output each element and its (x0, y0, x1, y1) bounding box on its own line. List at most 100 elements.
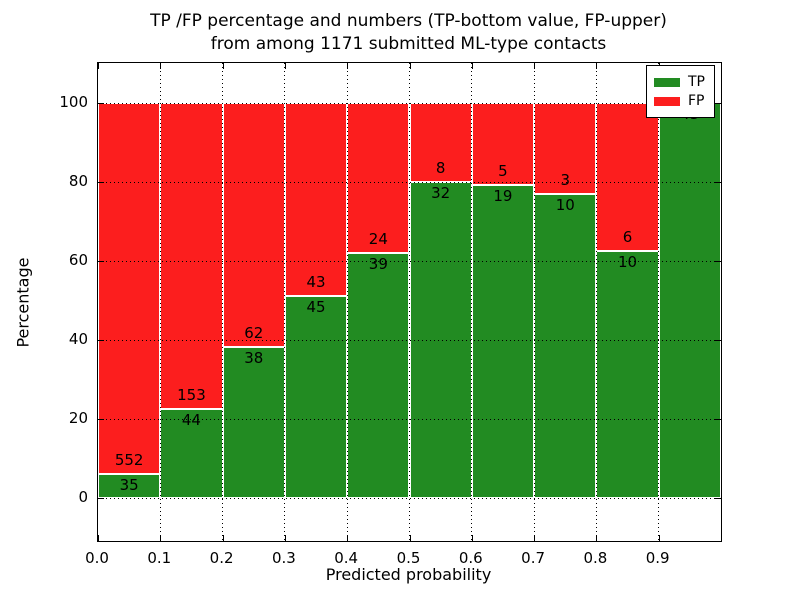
fp-bar-segment (471, 102, 535, 185)
y-tick-mark (98, 418, 104, 420)
x-tick-mark (471, 63, 473, 69)
tp-count-label: 10 (555, 195, 575, 214)
y-tick-mark (98, 102, 104, 104)
x-tick-mark (98, 63, 99, 69)
x-tick-mark (222, 535, 224, 541)
fp-count-label: 5 (498, 161, 508, 180)
x-tick-mark (160, 535, 162, 541)
fp-count-label: 62 (244, 324, 264, 343)
x-tick-mark (347, 63, 349, 69)
fp-bar-segment (284, 102, 348, 296)
v-gridline (471, 63, 473, 541)
y-tick-mark (715, 497, 721, 499)
fp-bar-segment (98, 102, 161, 474)
fp-bar-segment (222, 102, 285, 348)
x-tick-label: 0.5 (396, 549, 421, 567)
v-gridline (346, 63, 348, 541)
v-gridline (284, 63, 286, 541)
fp-count-label: 43 (306, 272, 326, 291)
fp-count-label: 24 (368, 229, 388, 248)
x-tick-mark (596, 63, 598, 69)
fp-count-label: 153 (177, 386, 206, 405)
x-tick-mark (160, 63, 162, 69)
x-tick-mark (534, 535, 536, 541)
x-tick-label: 0.1 (147, 549, 172, 567)
tp-bar-segment (347, 252, 410, 498)
x-tick-mark (471, 535, 473, 541)
chart-title-line1: TP /FP percentage and numbers (TP-bottom… (150, 11, 667, 31)
legend-label-fp: FP (688, 93, 705, 109)
x-tick-mark (409, 535, 411, 541)
x-tick-label: 0.8 (583, 549, 608, 567)
fp-bar-segment (534, 102, 597, 194)
tp-bar-segment (471, 184, 535, 498)
tp-color-swatch (654, 77, 680, 87)
fp-count-label: 552 (114, 450, 144, 469)
x-tick-label: 0.4 (334, 549, 359, 567)
tp-count-label: 35 (119, 475, 139, 494)
y-tick-mark (98, 181, 104, 183)
tp-count-label: 45 (306, 297, 326, 316)
fp-color-swatch (654, 96, 680, 106)
tp-count-label: 39 (368, 254, 388, 273)
x-tick-mark (284, 535, 286, 541)
fp-bar-segment (596, 102, 659, 251)
tp-bar-segment (658, 102, 721, 498)
legend: TP FP (646, 65, 715, 118)
legend-label-tp: TP (688, 74, 705, 90)
y-tick-mark (98, 260, 104, 262)
tp-bar-segment (160, 409, 223, 498)
y-tick-mark (98, 497, 104, 499)
x-tick-label: 0.3 (271, 549, 296, 567)
v-gridline (658, 63, 660, 541)
tp-count-label: 44 (181, 411, 201, 430)
tp-count-label: 32 (431, 183, 451, 202)
x-axis-label: Predicted probability (325, 565, 492, 584)
tp-count-label: 19 (493, 186, 513, 205)
tp-bar-segment (222, 347, 285, 498)
x-tick-mark (658, 535, 660, 541)
x-tick-mark (284, 63, 286, 69)
x-tick-mark (222, 63, 224, 69)
legend-item-fp: FP (654, 93, 705, 109)
v-gridline (533, 63, 535, 541)
fp-bar-segment (347, 102, 410, 253)
fp-count-label: 3 (560, 170, 571, 189)
fp-bar-segment (160, 102, 223, 410)
legend-item-tp: TP (654, 74, 705, 90)
tp-count-label: 38 (244, 349, 264, 368)
tp-bar-segment (284, 295, 348, 498)
y-tick-label: 100 (59, 92, 88, 111)
x-tick-mark (596, 535, 598, 541)
y-tick-mark (715, 102, 721, 104)
y-tick-label: 20 (68, 408, 88, 427)
plot-area: TP FP 552 35 153 44 62 38 43 45 24 39 8 32 5 19 3 10 6 10… (97, 62, 722, 542)
y-tick-mark (715, 418, 721, 420)
tp-bar-segment (98, 473, 161, 498)
fp-bar-segment (409, 102, 472, 182)
x-tick-label: 0.0 (85, 549, 109, 567)
v-gridline (159, 63, 161, 541)
x-tick-label: 0.2 (209, 549, 234, 567)
x-tick-mark (409, 63, 411, 69)
tp-bar-segment (534, 193, 597, 498)
v-gridline (409, 63, 410, 541)
y-tick-mark (98, 339, 104, 341)
tp-count-label: 10 (617, 252, 638, 271)
x-tick-label: 0.7 (521, 549, 546, 567)
v-gridline (595, 63, 597, 541)
y-tick-mark (715, 260, 721, 262)
x-tick-mark (98, 535, 99, 541)
chart-title-line2: from among 1171 submitted ML-type contac… (210, 34, 607, 54)
x-tick-label: 0.6 (458, 549, 483, 567)
y-tick-label: 80 (68, 171, 88, 190)
fp-count-label: 6 (622, 227, 633, 246)
x-tick-label: 0.9 (645, 549, 670, 567)
chart-title: TP /FP percentage and numbers (TP-bottom… (97, 10, 720, 56)
x-tick-mark (534, 63, 536, 69)
y-tick-label: 60 (68, 250, 88, 269)
y-tick-mark (715, 181, 721, 183)
y-axis-label: Percentage (13, 257, 33, 348)
v-gridline (222, 63, 224, 541)
